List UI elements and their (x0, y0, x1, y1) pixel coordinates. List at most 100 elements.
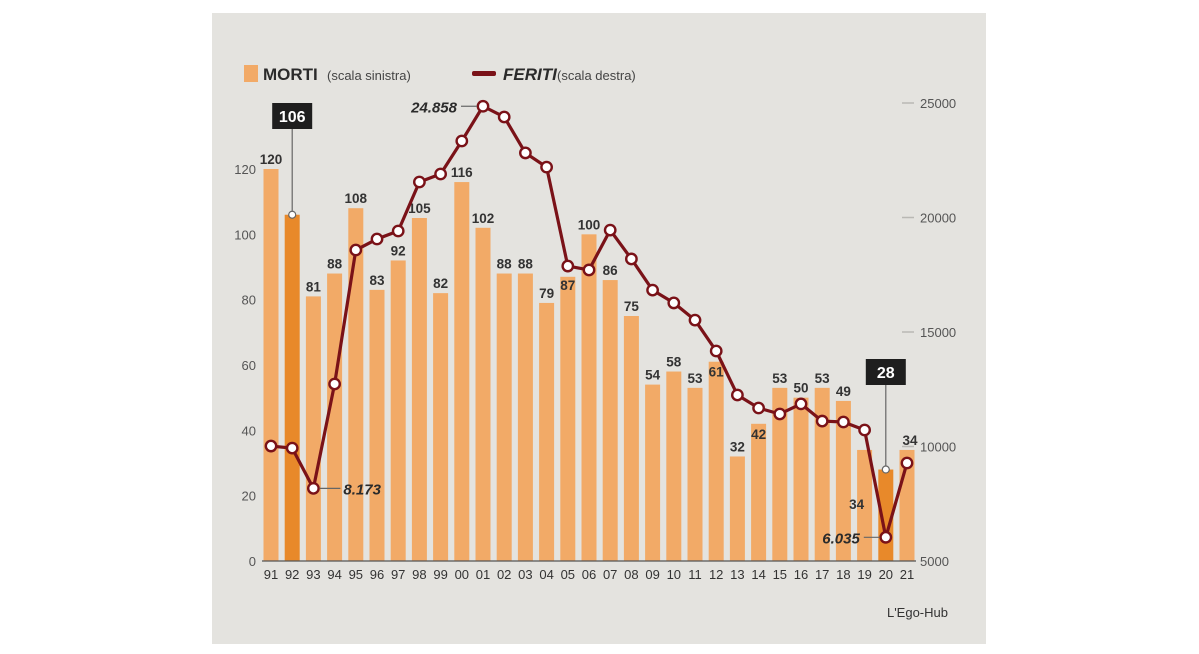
right-tick-label: 15000 (920, 325, 956, 340)
left-tick-label: 40 (242, 423, 256, 438)
bar-95 (348, 208, 364, 561)
x-tick-label: 91 (264, 567, 278, 582)
callout-label: 8.173 (343, 481, 381, 498)
feriti-point-16 (794, 397, 808, 411)
x-tick-label: 13 (730, 567, 744, 582)
feriti-point-12 (709, 344, 723, 358)
source-credit: L'Ego-Hub (887, 605, 948, 620)
x-tick-label: 95 (349, 567, 363, 582)
bar-07 (602, 280, 618, 561)
feriti-point-94 (328, 377, 342, 391)
callout-dot (288, 210, 297, 219)
callout-label: 28 (877, 365, 895, 382)
bar-16 (793, 397, 809, 561)
feriti-point-96 (370, 232, 384, 246)
x-tick-label: 05 (561, 567, 575, 582)
x-axis-labels: 91 92 93 94 95 96 97 98 99 00 01 02 03 04 05 06 07 08 09 10… (264, 567, 914, 582)
feriti-point-11 (688, 313, 702, 327)
bar-13 (729, 456, 745, 561)
x-tick-label: 98 (412, 567, 426, 582)
bar-00 (454, 182, 470, 562)
bar-value-label: 34 (902, 433, 918, 448)
bar-99 (433, 293, 449, 561)
x-tick-label: 11 (688, 567, 702, 582)
feriti-point-97 (391, 224, 405, 238)
bar-value-label: 50 (793, 381, 808, 396)
bar-15 (772, 387, 788, 561)
bar-value-label: 86 (603, 263, 619, 278)
left-tick-label: 20 (242, 489, 256, 504)
x-tick-label: 92 (285, 567, 299, 582)
bar-value-label: 88 (497, 257, 513, 272)
left-tick-label: 100 (234, 227, 256, 242)
legend-feriti-note: (scala destra) (557, 68, 636, 83)
bar-value-label: 79 (539, 286, 554, 301)
callout-label: 106 (279, 109, 306, 126)
bar-value-label: 53 (772, 371, 788, 386)
callout-box (865, 359, 906, 385)
feriti-point-99 (434, 167, 448, 181)
feriti-point-02 (497, 110, 511, 124)
x-tick-label: 03 (518, 567, 532, 582)
bar-value-label: 88 (327, 257, 343, 272)
left-tick-label: 120 (234, 162, 256, 177)
x-tick-label: 19 (857, 567, 871, 582)
feriti-point-14 (752, 401, 765, 415)
legend-feriti-label: FERITI (503, 65, 558, 84)
bar-value-label: 61 (709, 365, 725, 380)
feriti-point-01 (476, 99, 490, 113)
feriti-point-18 (837, 415, 850, 429)
feriti-point-98 (412, 175, 426, 189)
bar-value-label: 53 (687, 371, 703, 386)
feriti-point-20 (879, 530, 893, 544)
feriti-point-19 (858, 423, 871, 437)
left-axis: 0 20 40 60 80 100 120 (234, 162, 256, 569)
callout-label: 24.858 (410, 99, 458, 116)
x-tick-label: 10 (667, 567, 681, 582)
feriti-point-00 (455, 134, 469, 148)
chart-panel: MORTI (scala sinistra) FERITI (scala des… (212, 13, 986, 644)
bar-value-labels: 120 81 88 108 83 92 105 82 116 102 88 88 79 87 100 86 75… (260, 152, 918, 512)
bar-value-label: 88 (518, 257, 534, 272)
bar-09 (645, 384, 661, 561)
bar-97 (390, 260, 406, 561)
feriti-point-93 (307, 481, 320, 495)
bar-04 (539, 302, 555, 561)
x-tick-label: 01 (476, 567, 490, 582)
left-tick-label: 0 (249, 554, 256, 569)
x-tick-label: 16 (794, 567, 808, 582)
feriti-point-03 (518, 146, 532, 160)
right-axis: 5000 10000 15000 20000 25000 (902, 96, 956, 569)
legend-morti-label: MORTI (263, 65, 318, 84)
feriti-point-95 (349, 243, 363, 257)
bar-19 (857, 449, 873, 561)
callouts: 106 28 24.858 8.173 6.035 (272, 99, 906, 547)
x-tick-label: 04 (539, 567, 553, 582)
feriti-point-92 (285, 441, 299, 455)
x-tick-label: 15 (773, 567, 787, 582)
callout-label: 6.035 (822, 530, 860, 547)
bar-08 (623, 316, 639, 561)
bar-01 (475, 227, 491, 562)
bar-value-label: 32 (730, 439, 745, 454)
x-tick-label: 17 (815, 567, 829, 582)
x-tick-label: 08 (624, 567, 638, 582)
feriti-point-05 (561, 259, 575, 273)
bar-value-label: 82 (433, 276, 448, 291)
feriti-point-17 (815, 414, 829, 428)
bar-value-label: 102 (472, 211, 495, 226)
bar-value-label: 120 (260, 152, 283, 167)
bars (263, 169, 915, 562)
x-tick-label: 93 (306, 567, 320, 582)
left-tick-label: 60 (242, 358, 256, 373)
legend-morti-swatch (244, 65, 258, 82)
right-tick-label: 5000 (920, 554, 949, 569)
bar-11 (687, 387, 703, 561)
right-tick-label: 10000 (920, 440, 956, 455)
feriti-point-08 (624, 252, 638, 266)
feriti-point-13 (731, 388, 744, 402)
bar-96 (369, 289, 385, 561)
x-tick-label: 12 (709, 567, 723, 582)
x-tick-label: 20 (879, 567, 893, 582)
feriti-line (264, 99, 914, 544)
